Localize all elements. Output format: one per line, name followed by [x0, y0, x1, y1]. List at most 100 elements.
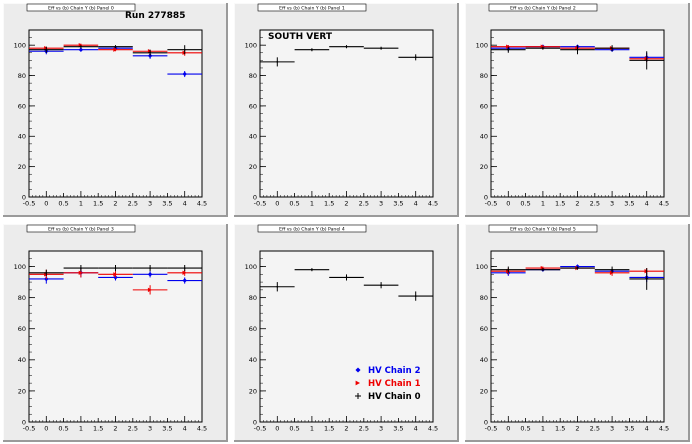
data-point: [345, 45, 348, 48]
data-point: [507, 268, 510, 271]
chart-pad-5: Eff vs (b) Chain Y (b) Panel 5-0.5 0 0.5 1 1…: [465, 224, 690, 442]
chart-pad-3: Eff vs (b) Chain Y (b) Panel 3-0.5 0 0.5 1 1…: [3, 224, 228, 442]
legend-entry-0: HV Chain 2: [355, 366, 421, 376]
x-tick-label: 0.5: [520, 200, 530, 208]
data-point: [611, 47, 613, 50]
data-point: [183, 267, 186, 269]
x-tick-label: 1.5: [93, 425, 103, 433]
x-tick-label: 4.5: [659, 425, 669, 433]
x-tick-label: 4.5: [428, 200, 438, 208]
x-tick-label: 1: [541, 425, 545, 433]
x-tick-label: 4.5: [659, 200, 669, 208]
legend-entry-1: HV Chain 1: [355, 379, 421, 389]
data-point: [113, 272, 118, 277]
data-point: [45, 271, 48, 274]
x-tick-label: 1.5: [555, 425, 565, 433]
y-tick-label: 100: [245, 263, 257, 271]
x-tick-label: 0: [44, 200, 48, 208]
series-2: [491, 266, 664, 290]
y-tick-label: 80: [249, 72, 257, 80]
x-tick-label: -0.5: [485, 425, 498, 433]
x-tick-label: 1: [79, 425, 83, 433]
x-tick-label: 2.5: [590, 200, 600, 208]
legend-label: HV Chain 0: [368, 392, 421, 402]
data-point: [78, 47, 84, 52]
series-0: [260, 45, 433, 67]
x-tick-label: 0.5: [58, 425, 68, 433]
plot-title-box: [488, 3, 598, 12]
x-tick-label: 3.5: [624, 425, 634, 433]
data-point: [311, 48, 313, 51]
chart-pad-4: Eff vs (b) Chain Y (b) Panel 4-0.5 0 0.5 1 1…: [234, 224, 459, 442]
data-point: [183, 48, 186, 51]
x-tick-label: 4: [183, 200, 187, 208]
plot-title-text: Eff vs (b) Chain Y (b) Panel 3: [48, 226, 114, 232]
x-tick-label: 3.5: [162, 425, 172, 433]
x-tick-label: 1: [541, 200, 545, 208]
y-tick-label: 100: [476, 263, 488, 271]
data-point: [276, 60, 279, 63]
x-tick-label: 2.5: [128, 200, 138, 208]
plot-frame: [259, 29, 434, 198]
y-tick-label: 0: [484, 193, 488, 201]
x-tick-label: 4.5: [197, 200, 207, 208]
data-point: [149, 51, 152, 54]
x-tick-label: 2.5: [359, 425, 369, 433]
x-tick-label: 3.5: [624, 200, 634, 208]
x-tick-label: 3: [148, 425, 152, 433]
plot-frame: [490, 29, 665, 198]
data-point: [345, 276, 348, 279]
x-tick-label: 3: [379, 200, 383, 208]
chart-pad-1: Eff vs (b) Chain Y (b) Panel 1-0.5 0 0.5 1 1…: [234, 3, 459, 217]
x-tick-label: 3: [148, 200, 152, 208]
data-point: [542, 268, 544, 271]
data-point: [507, 48, 510, 51]
legend-label: HV Chain 1: [368, 379, 421, 389]
plot-frame: [28, 29, 203, 198]
plot-title-text: Eff vs (b) Chain Y (b) Panel 5: [510, 226, 576, 232]
data-point: [276, 285, 279, 288]
y-tick-label: 100: [14, 263, 26, 271]
plot-title-box: [488, 224, 598, 233]
data-point: [645, 59, 648, 62]
run-number-label: Run 277885: [125, 11, 185, 21]
series-2: [29, 264, 202, 276]
x-tick-label: 0: [275, 200, 279, 208]
y-tick-label: 20: [480, 163, 488, 171]
x-tick-label: 3.5: [393, 425, 403, 433]
data-point: [380, 47, 382, 50]
data-point: [182, 270, 187, 275]
data-point: [311, 268, 313, 271]
data-point: [147, 272, 153, 277]
x-tick-label: 4: [645, 425, 649, 433]
x-tick-label: 4: [645, 200, 649, 208]
y-tick-label: 60: [18, 102, 26, 110]
x-tick-label: 1.5: [324, 425, 334, 433]
data-point: [80, 45, 82, 48]
chart-pad-0: Eff vs (b) Chain Y (b) Panel 0-0.5 0 0.5 1 1…: [3, 3, 228, 217]
data-point: [380, 284, 382, 287]
y-tick-label: 80: [249, 294, 257, 302]
plot-title-box: [257, 3, 367, 12]
data-point: [542, 47, 544, 50]
y-tick-label: 60: [480, 102, 488, 110]
y-tick-label: 80: [480, 72, 488, 80]
x-tick-label: 2.5: [128, 425, 138, 433]
x-tick-label: 0.5: [289, 200, 299, 208]
plot-title-text: Eff vs (b) Chain Y (b) Panel 0: [48, 5, 114, 11]
y-tick-label: 60: [249, 325, 257, 333]
data-point: [182, 71, 187, 77]
legend-marker: [355, 367, 361, 373]
y-tick-label: 0: [253, 418, 257, 426]
x-tick-label: -0.5: [23, 200, 36, 208]
x-tick-label: 4.5: [428, 425, 438, 433]
plot-frame: [490, 250, 665, 423]
x-tick-label: 3.5: [393, 200, 403, 208]
y-tick-label: 20: [18, 163, 26, 171]
x-tick-label: 4: [414, 200, 418, 208]
y-tick-label: 20: [249, 163, 257, 171]
y-tick-label: 40: [249, 356, 257, 364]
y-tick-label: 40: [18, 133, 26, 141]
y-tick-label: 0: [253, 193, 257, 201]
x-tick-label: 0: [44, 425, 48, 433]
